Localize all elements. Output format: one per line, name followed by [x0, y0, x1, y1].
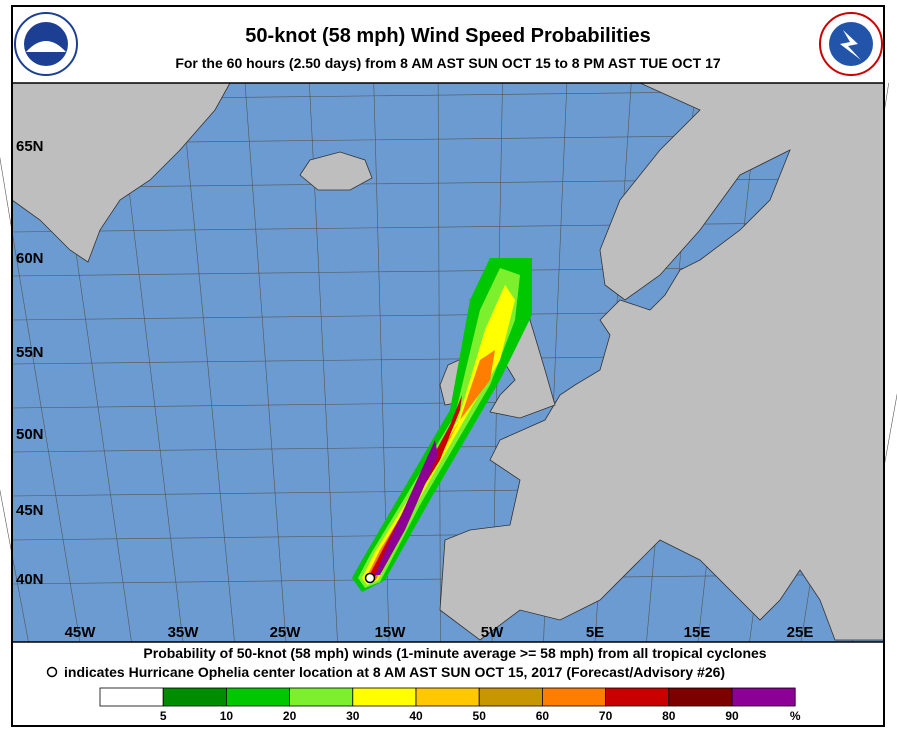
latitude-label: 55N — [16, 344, 44, 361]
title: 50-knot (58 mph) Wind Speed Probabilitie… — [245, 25, 650, 47]
latitude-label: 45N — [16, 502, 44, 519]
longitude-label: 5W — [481, 624, 504, 641]
legend-swatch — [353, 688, 416, 706]
legend-swatch — [226, 688, 289, 706]
legend-swatch — [542, 688, 605, 706]
legend-swatch — [100, 688, 163, 706]
legend-label: % — [790, 709, 801, 723]
legend-swatch — [479, 688, 542, 706]
longitude-label: 15E — [684, 624, 711, 641]
longitude-label: 25W — [270, 624, 302, 641]
longitude-label: 25E — [787, 624, 814, 641]
legend-label: 90 — [725, 709, 739, 723]
legend-swatch — [732, 688, 795, 706]
latitude-label: 60N — [16, 250, 44, 267]
noaa-logo — [15, 13, 77, 75]
legend-label: 40 — [409, 709, 423, 723]
legend-label: 80 — [662, 709, 676, 723]
subtitle: For the 60 hours (2.50 days) from 8 AM A… — [175, 55, 721, 71]
legend-label: 60 — [536, 709, 550, 723]
latitude-label: 50N — [16, 426, 44, 443]
legend-label: 70 — [599, 709, 613, 723]
legend-label: 5 — [160, 709, 167, 723]
longitude-label: 15W — [375, 624, 407, 641]
legend-label: 30 — [346, 709, 360, 723]
legend-swatch — [290, 688, 353, 706]
legend-swatch — [416, 688, 479, 706]
center-symbol — [48, 668, 57, 677]
legend-label: 10 — [220, 709, 234, 723]
latitude-label: 40N — [16, 571, 44, 588]
footer-line: Probability of 50-knot (58 mph) winds (1… — [143, 645, 766, 661]
longitude-label: 45W — [65, 624, 97, 641]
nws-logo — [820, 13, 882, 75]
latitude-label: 65N — [16, 138, 44, 155]
legend-label: 20 — [283, 709, 297, 723]
legend-label: 50 — [473, 709, 487, 723]
storm-center — [366, 574, 375, 583]
footer-line: indicates Hurricane Ophelia center locat… — [64, 664, 725, 680]
longitude-label: 5E — [586, 624, 604, 641]
legend-swatch — [606, 688, 669, 706]
longitude-label: 35W — [168, 624, 200, 641]
map: 65N 60N 55N 50N 45N 40N 45W 35W 25W 15W 5W 5E 15E 25E — [0, 83, 897, 642]
legend-swatch — [669, 688, 732, 706]
legend-swatch — [163, 688, 226, 706]
